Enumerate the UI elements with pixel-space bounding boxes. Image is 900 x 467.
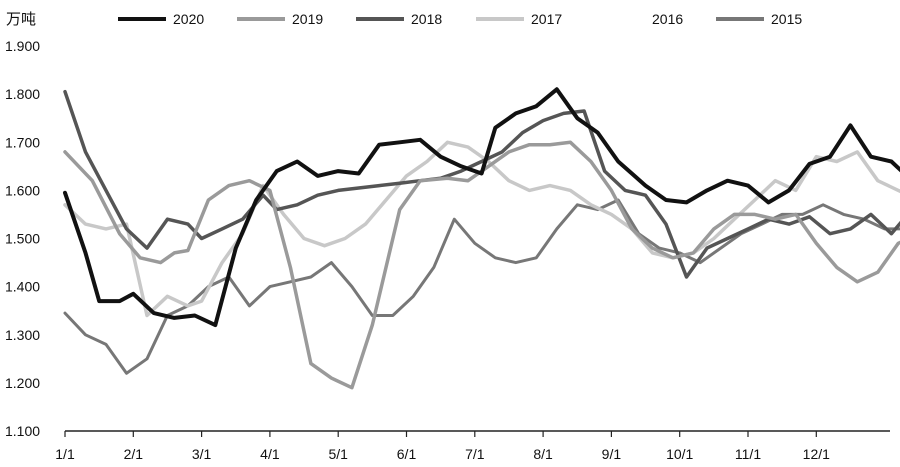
legend-label-2018: 2018 [411,11,442,27]
y-tick-label: 1.400 [5,279,40,295]
y-axis-unit: 万吨 [6,11,36,28]
legend: 2020 2019 2018 2017 2016 2015 [118,11,802,27]
y-tick-label: 1.700 [5,134,40,150]
legend-label-2016: 2016 [652,11,683,27]
x-tick-label: 3/1 [192,446,212,462]
series-line-2017 [63,140,900,318]
x-tick-label: 6/1 [397,446,417,462]
legend-label-2020: 2020 [173,11,204,27]
x-tick-label: 11/1 [735,446,761,462]
x-tick-label: 7/1 [465,446,485,462]
x-tick-label: 1/1 [55,446,75,462]
x-tick-label: 9/1 [602,446,622,462]
y-axis: 1.900 1.800 1.700 1.600 1.500 1.400 1.300 1.200… [5,38,40,439]
y-tick-label: 1.800 [5,86,40,102]
plot-area [63,87,900,390]
series-line-2020 [63,87,900,328]
y-tick-label: 1.600 [5,182,40,198]
y-tick-label: 1.200 [5,375,40,391]
y-tick-label: 1.500 [5,231,40,247]
legend-label-2015: 2015 [771,11,802,27]
series-line-2015 [63,198,900,375]
x-tick-label: 5/1 [328,446,348,462]
y-tick-label: 1.300 [5,327,40,343]
x-tick-label: 2/1 [124,446,144,462]
series-line-2018 [63,89,900,279]
x-tick-label: 12/1 [803,446,830,462]
x-tick-label: 4/1 [260,446,280,462]
y-tick-label: 1.100 [5,423,40,439]
x-tick-label: 8/1 [533,446,553,462]
x-tick-label: 10/1 [666,446,693,462]
y-tick-label: 1.900 [5,38,40,54]
legend-label-2019: 2019 [292,11,323,27]
legend-label-2017: 2017 [531,11,562,27]
x-axis: 1/1 2/1 3/1 4/1 5/1 6/1 7/1 8/1 9/1 10/1 11/1 12/1 [55,430,890,462]
series-line-2019 [63,140,900,390]
